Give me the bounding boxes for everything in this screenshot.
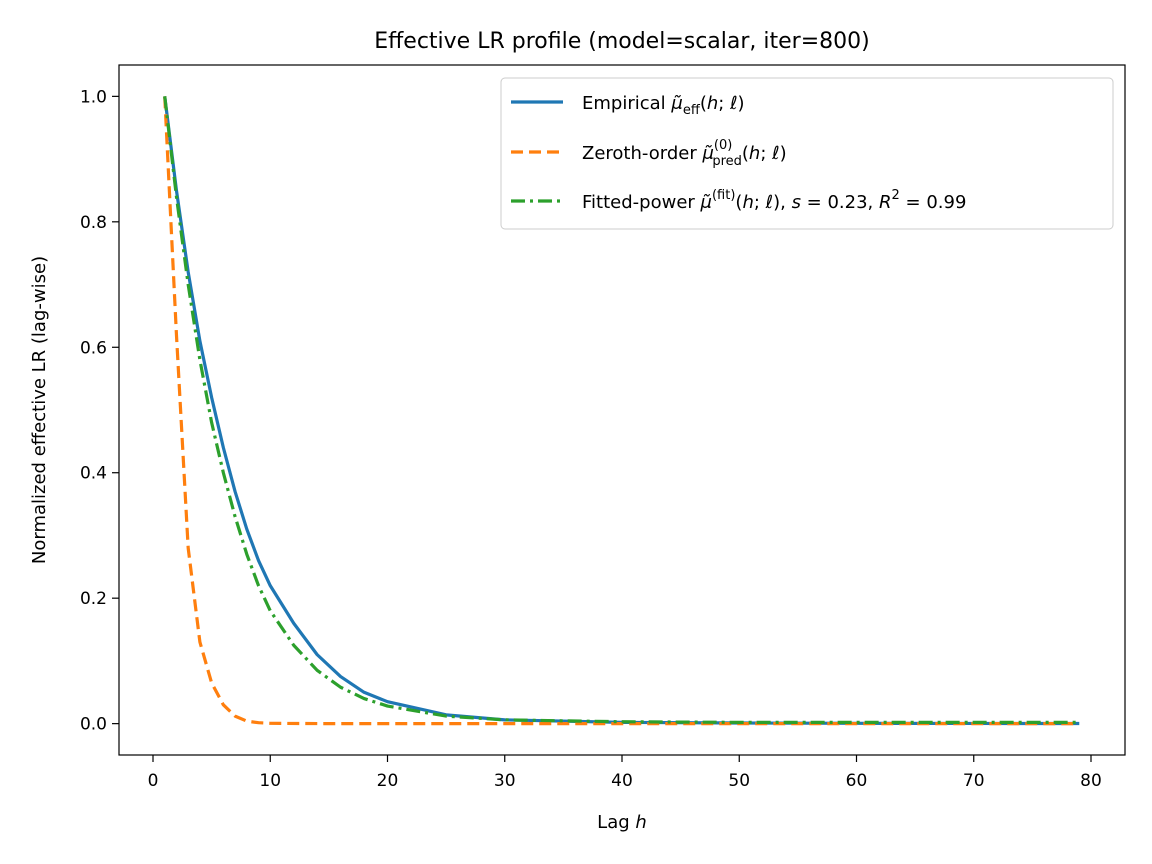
legend-label-zeroth-order: Zeroth-order μ̃(0) pred(h; ℓ) [582, 138, 787, 169]
x-tick-label-80: 80 [1080, 771, 1102, 791]
y-tick-label-0: 0.0 [80, 715, 107, 735]
x-tick-label-0: 0 [148, 771, 159, 791]
x-axis: 0 10 20 30 40 50 60 70 80 [148, 755, 1102, 791]
y-tick-label-0-2: 0.2 [80, 589, 107, 609]
y-tick-label-0-8: 0.8 [80, 213, 107, 233]
x-axis-title-variable: h [635, 812, 646, 833]
y-axis-title: Normalized effective LR (lag-wise) [29, 256, 50, 564]
y-tick-label-1: 1.0 [80, 87, 107, 107]
series-layer [163, 96, 1080, 726]
legend-label-fitted-power: Fitted-power μ̃(fit)(h; ℓ), s = 0.23, R2… [582, 188, 966, 213]
x-tick-label-10: 10 [259, 771, 281, 791]
legend-box [500, 77, 1114, 230]
x-tick-label-70: 70 [963, 771, 985, 791]
x-tick-label-40: 40 [611, 771, 633, 791]
chart-title: Effective LR profile (model=scalar, iter… [374, 29, 870, 54]
x-tick-label-60: 60 [846, 771, 868, 791]
legend: Empirical μ̃eff(h; ℓ) Zeroth-order μ̃(0)… [500, 77, 1114, 230]
y-tick-label-0-4: 0.4 [80, 464, 107, 484]
x-tick-label-50: 50 [728, 771, 750, 791]
legend-label-empirical: Empirical μ̃eff(h; ℓ) [582, 93, 745, 118]
x-tick-label-30: 30 [494, 771, 516, 791]
series-line-fitted-power [163, 96, 1080, 724]
y-tick-label-0-6: 0.6 [80, 338, 107, 358]
x-axis-title: Lag h [597, 812, 647, 833]
x-axis-title-text: Lag [597, 812, 635, 833]
x-tick-label-20: 20 [377, 771, 399, 791]
y-axis: 0.0 0.2 0.4 0.6 0.8 1.0 [80, 87, 119, 735]
